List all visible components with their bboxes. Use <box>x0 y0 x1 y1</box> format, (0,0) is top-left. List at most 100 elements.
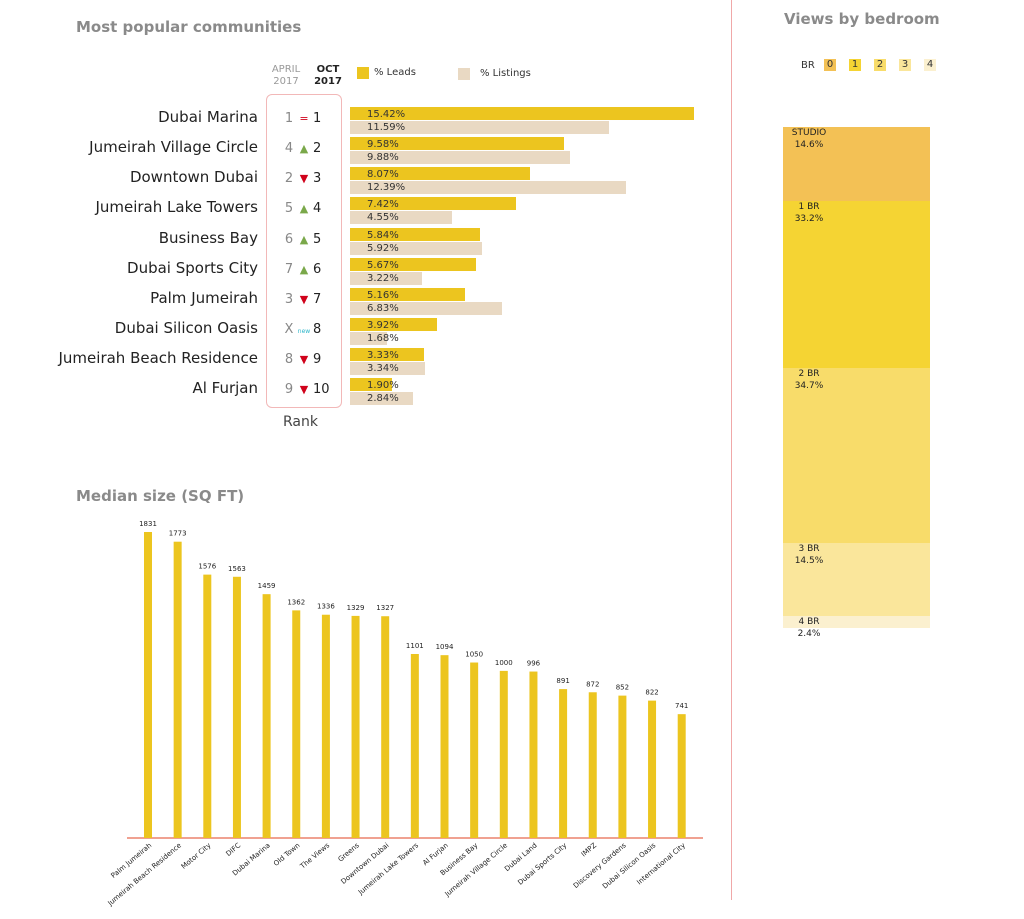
community-name: Dubai Silicon Oasis <box>114 319 258 338</box>
median-value-label: 1327 <box>376 604 394 612</box>
median-category-label: The Views <box>298 841 331 871</box>
bedroom-segment-name: 4 BR <box>798 616 820 627</box>
median-value-label: 891 <box>556 677 569 685</box>
median-bar <box>618 695 627 838</box>
bedroom-segment-value: 33.2% <box>794 213 824 224</box>
listings-value-label: 6.83% <box>367 302 399 314</box>
rank-down-icon: ▼ <box>299 383 309 397</box>
legend-leads-label: % Leads <box>374 67 416 78</box>
median-bar <box>470 662 479 838</box>
bedroom-segment-value: 14.5% <box>794 555 824 566</box>
col-header-april: APRIL 2017 <box>268 64 304 88</box>
bedroom-key-label: BR <box>801 60 815 71</box>
rank-change: 6 ▲ 5 <box>283 232 331 247</box>
median-value-label: 996 <box>527 660 541 668</box>
listings-bar <box>350 211 452 225</box>
median-category-label: Motor City <box>180 841 213 870</box>
median-value-label: 1329 <box>347 604 365 612</box>
bedroom-key-3: 3 <box>899 59 911 71</box>
leads-bar <box>350 318 438 332</box>
rank-oct: 7 <box>313 291 322 307</box>
median-bar <box>232 576 241 838</box>
rank-april: X <box>284 322 294 338</box>
median-category-label: Old Town <box>272 841 301 867</box>
rank-up-icon: ▲ <box>299 142 309 156</box>
bedroom-segment-name: STUDIO <box>791 128 827 138</box>
leads-bar <box>350 348 425 362</box>
median-value-label: 1000 <box>495 659 513 667</box>
rank-april: 2 <box>284 171 294 187</box>
median-value-label: 852 <box>616 684 629 692</box>
bedroom-segment <box>783 542 930 616</box>
median-title: Median size (SQ FT) <box>76 487 245 505</box>
leads-bar <box>350 287 466 301</box>
median-value-label: 1563 <box>228 565 246 573</box>
divider <box>731 0 732 900</box>
median-bar <box>144 532 152 838</box>
listings-value-label: 1.68% <box>367 333 399 345</box>
median-value-label: 1094 <box>436 643 454 651</box>
community-name: Al Furjan <box>192 379 258 398</box>
median-bar <box>529 671 538 838</box>
leads-bar <box>350 378 393 392</box>
median-category-label: Al Furjan <box>421 841 450 867</box>
rank-down-icon: ▼ <box>299 292 309 306</box>
leads-bar <box>350 107 694 120</box>
bedroom-segment <box>783 200 930 368</box>
bedroom-key-2: 2 <box>874 59 886 71</box>
rank-change: 7 ▲ 6 <box>283 262 331 277</box>
bedroom-segment-value: 14.6% <box>794 140 824 150</box>
communities-title: Most popular communities <box>76 18 302 36</box>
bedroom-key-1: 1 <box>849 59 861 71</box>
median-value-label: 1362 <box>287 598 305 606</box>
community-name: Jumeirah Beach Residence <box>58 349 259 368</box>
median-value-label: 822 <box>645 689 658 697</box>
leads-value-label: 8.07% <box>367 169 399 181</box>
rank-change: 3 ▼ 7 <box>283 292 331 307</box>
bedroom-segment <box>783 615 930 628</box>
rank-down-icon: ▼ <box>299 353 309 367</box>
leads-value-label: 3.92% <box>367 320 399 332</box>
legend-listings-swatch <box>458 68 470 80</box>
median-bar <box>410 653 419 838</box>
bedroom-segment-label: 4 BR 2.4% <box>784 616 834 640</box>
median-value-label: 1831 <box>139 520 157 528</box>
col-oct-label: OCT <box>316 64 340 75</box>
listings-value-label: 3.22% <box>367 272 399 284</box>
leads-value-label: 5.84% <box>367 229 399 241</box>
rank-april: 1 <box>284 111 294 126</box>
median-category-label: DIFC <box>225 841 243 858</box>
median-bar <box>321 614 330 838</box>
rank-oct: 10 <box>313 382 330 398</box>
rank-up-icon: ▲ <box>299 262 309 276</box>
leads-value-label: 3.33% <box>367 350 399 362</box>
median-bar <box>381 616 390 838</box>
rank-box <box>266 94 342 408</box>
bedroom-key-0: 0 <box>824 59 836 71</box>
median-bar <box>499 670 508 838</box>
col-april-year: 2017 <box>273 76 299 87</box>
median-category-label: Discovery Gardens <box>572 841 628 890</box>
rank-down-icon: ▼ <box>299 172 309 186</box>
median-value-label: 1050 <box>465 651 483 659</box>
rank-same-icon: = <box>299 112 309 125</box>
median-bar <box>677 714 686 838</box>
leads-value-label: 7.42% <box>367 199 399 211</box>
col-april-label: APRIL <box>271 64 301 75</box>
bedroom-segment-label: 3 BR 14.5% <box>784 543 834 567</box>
rank-change: 8 ▼ 9 <box>283 352 331 367</box>
rank-oct: 1 <box>313 111 322 126</box>
bedroom-segment <box>783 127 930 201</box>
bedroom-segment-value: 34.7% <box>794 380 824 391</box>
median-bar <box>648 700 657 838</box>
listings-value-label: 4.55% <box>367 212 399 224</box>
rank-up-icon: ▲ <box>299 202 309 216</box>
leads-bar <box>350 167 531 181</box>
rank-oct: 5 <box>313 231 322 247</box>
col-oct-year: 2017 <box>314 76 342 87</box>
listings-bar <box>350 332 388 346</box>
leads-bar <box>350 197 516 211</box>
legend-leads-swatch <box>357 67 369 79</box>
median-bar <box>262 594 271 838</box>
